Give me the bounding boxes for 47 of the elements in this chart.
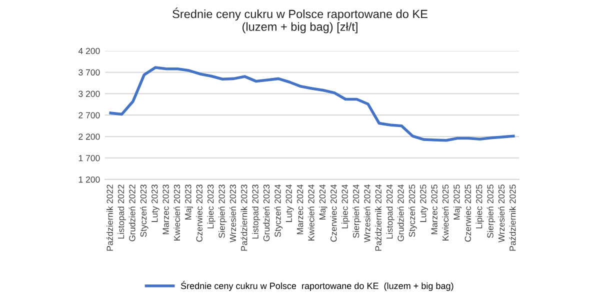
x-tick-label: Wrzesień 2023 <box>229 184 236 242</box>
x-tick-label: Luty 2025 <box>420 184 428 222</box>
x-tick-label: Czerwiec 2023 <box>196 184 202 242</box>
y-tick-label: 2 200 <box>78 134 100 140</box>
x-tick-label: Styczeń 2024 <box>274 184 283 237</box>
x-tick-label: Grudzień 2023 <box>263 184 270 242</box>
x-tick-label: Październik 2024 <box>374 184 382 251</box>
x-tick-label: Listopad 2023 <box>252 184 260 239</box>
x-tick-label: Wrzesień 2025 <box>498 184 505 242</box>
y-tick-label: 3 700 <box>78 69 100 76</box>
x-tick-label: Maj 2024 <box>319 184 328 220</box>
x-tick-label: Luty 2024 <box>286 184 294 222</box>
line-series <box>109 66 515 142</box>
y-tick-label: 4 200 <box>78 48 100 54</box>
x-tick-label: Listopad 2024 <box>386 184 394 239</box>
x-tick-label: Grudzień 2022 <box>128 184 136 242</box>
y-tick-label: 3 200 <box>78 90 100 97</box>
x-tick-label: Sierpień 2024 <box>352 184 361 238</box>
x-tick-label: Styczeń 2023 <box>140 184 148 237</box>
x-tick-label: Luty 2023 <box>152 184 160 222</box>
x-tick-label: Marzec 2024 <box>296 184 304 234</box>
x-tick-label: Sierpień 2025 <box>486 184 496 238</box>
x-tick-label: Październik 2023 <box>240 184 248 251</box>
x-tick-label: Kwiecień 2023 <box>174 184 180 240</box>
x-tick-label: Maj 2023 <box>184 184 193 220</box>
x-tick-label: Październik 2022 <box>106 184 113 251</box>
x-tick-label: Czerwiec 2024 <box>330 184 337 242</box>
x-tick-label: Sierpień 2023 <box>218 184 227 238</box>
x-tick-label: Styczeń 2025 <box>408 184 417 237</box>
x-tick-label: Październik 2025 <box>509 184 516 251</box>
x-tick-label: Kwiecień 2024 <box>308 184 314 240</box>
legend-label: Średnie ceny cukru w Polsce raportowane do KE (luzem + big bag) <box>180 280 454 291</box>
y-tick-label: 1 700 <box>78 155 100 162</box>
x-tick-label: Marzec 2023 <box>162 184 169 234</box>
x-tick-label: Grudzień 2024 <box>397 184 404 242</box>
x-tick-label: Lipiec 2024 <box>341 184 350 228</box>
x-tick-label: Lipiec 2025 <box>476 184 484 228</box>
x-tick-label: Czerwiec 2025 <box>464 184 471 242</box>
x-tick-label: Lipiec 2023 <box>207 184 216 228</box>
x-tick-label: Maj 2025 <box>453 184 462 220</box>
x-tick-label: Kwiecień 2025 <box>442 184 449 240</box>
chart-title: Średnie ceny cukru w Polsce raportowane do KE (luzem + big bag) [zł/t] <box>172 7 428 34</box>
x-tick-label: Listopad 2022 <box>118 184 126 239</box>
y-tick-label: 2 700 <box>78 112 100 118</box>
x-tick-label: Marzec 2025 <box>431 184 438 234</box>
x-tick-label: Wrzesień 2024 <box>364 184 370 242</box>
y-tick-label: 1 200 <box>78 176 100 183</box>
